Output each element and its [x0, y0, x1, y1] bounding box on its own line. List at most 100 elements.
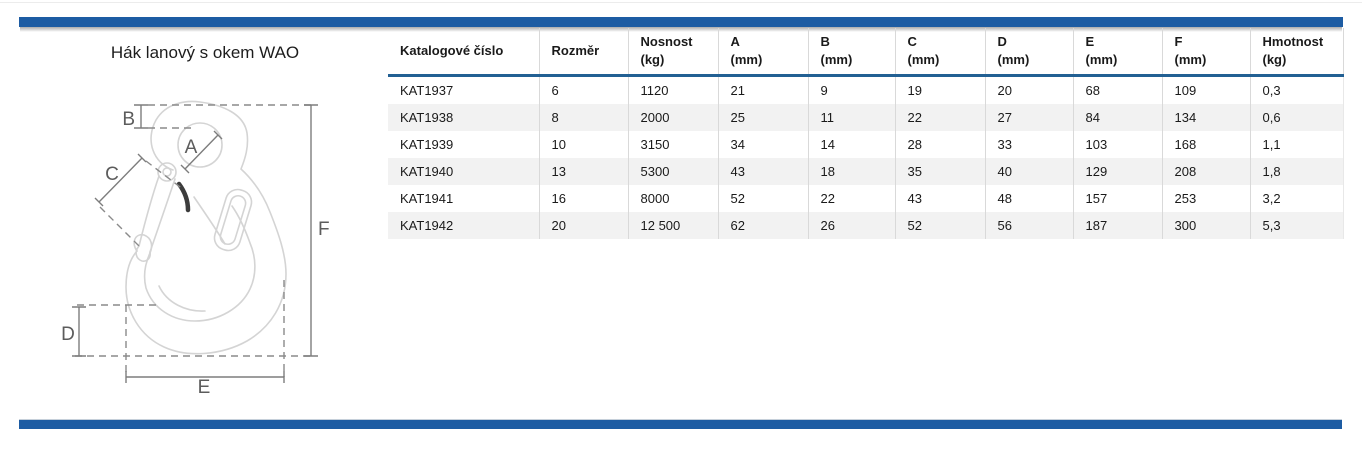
table-cell: 56 — [984, 212, 1073, 239]
table-cell: 13 — [538, 158, 628, 185]
table-cell: 109 — [1161, 75, 1250, 104]
table-cell: 52 — [894, 212, 985, 239]
table-cell: KAT1941 — [400, 191, 454, 206]
dim-c — [94, 153, 147, 207]
table-cell: KAT1942 — [400, 218, 454, 233]
table-cell: KAT1939 — [400, 137, 454, 152]
body-slot — [213, 188, 253, 252]
column-header-5: C (mm) — [894, 28, 985, 77]
column-header-8: F (mm) — [1161, 28, 1250, 77]
product-title: Hák lanový s okem WAO — [110, 43, 300, 62]
dim-d — [72, 306, 86, 357]
table-cell: 6 — [538, 75, 628, 104]
table-cell: 3150 — [627, 131, 718, 158]
table-cell: 22 — [894, 104, 985, 131]
dim-label-f: F — [318, 219, 330, 240]
dim-label-e: E — [198, 377, 211, 398]
spec-table: Katalogové číslo Rozměr Nosnost (kg) A (mm)… — [388, 28, 1344, 239]
table-cell: 208 — [1161, 158, 1250, 185]
table-cell: 20 — [984, 75, 1073, 104]
table-row: KAT1939 10 3150 34 14 28 33 103 168 1,1 — [388, 131, 1344, 158]
dim-a — [180, 130, 223, 174]
table-cell: 168 — [1161, 131, 1250, 158]
top-hairline — [0, 2, 1362, 3]
column-header-4: B (mm) — [807, 28, 895, 77]
table-cell: 35 — [894, 158, 985, 185]
column-header-1: Rozměr — [538, 28, 628, 77]
column-header-3: A (mm) — [717, 28, 808, 77]
table-cell: 28 — [894, 131, 985, 158]
table-cell: 19 — [894, 75, 985, 104]
table-cell: 68 — [1072, 75, 1162, 104]
table-cell: 52 — [717, 185, 808, 212]
table-cell: 103 — [1072, 131, 1162, 158]
table-cell: 11 — [807, 104, 895, 131]
table-cell: 34 — [717, 131, 808, 158]
column-header-2: Nosnost (kg) — [627, 28, 718, 77]
table-cell: 18 — [807, 158, 895, 185]
column-header-6: D (mm) — [984, 28, 1073, 77]
dim-b — [134, 104, 148, 129]
table-cell: 14 — [807, 131, 895, 158]
table-cell: 253 — [1161, 185, 1250, 212]
table-header-row: Katalogové číslo Rozměr Nosnost (kg) A (mm)… — [388, 28, 1344, 77]
table-cell: 20 — [538, 212, 628, 239]
table-cell: KAT1940 — [400, 164, 454, 179]
table-cell: KAT1937 — [400, 83, 454, 98]
table-cell: 25 — [717, 104, 808, 131]
table-row: KAT1942 20 12 500 62 26 52 56 187 300 5,3 — [388, 212, 1344, 239]
table-cell: 43 — [894, 185, 985, 212]
table-cell: 0,6 — [1249, 104, 1344, 131]
table-cell: 12 500 — [627, 212, 718, 239]
table-cell: 26 — [807, 212, 895, 239]
column-header-0: Katalogové číslo — [388, 28, 539, 77]
table-row: KAT1937 6 1120 21 9 19 20 68 109 0,3 — [388, 75, 1344, 104]
table-cell: 8 — [538, 104, 628, 131]
table-row: KAT1941 16 8000 52 22 43 48 157 253 3,2 — [388, 185, 1344, 212]
table-cell: KAT1938 — [400, 110, 454, 125]
top-bar — [19, 17, 1343, 32]
table-cell: 21 — [717, 75, 808, 104]
table-cell: 0,3 — [1249, 75, 1344, 104]
bottom-bar — [19, 419, 1342, 429]
table-cell: 27 — [984, 104, 1073, 131]
dim-label-c: C — [105, 164, 119, 185]
latch-spring-mark — [176, 181, 191, 213]
table-row: KAT1938 8 2000 25 11 22 27 84 134 0,6 — [388, 104, 1344, 131]
table-cell: 8000 — [627, 185, 718, 212]
table-cell: 48 — [984, 185, 1073, 212]
dim-label-b: B — [122, 109, 135, 130]
dimension-labels: A B C D E F — [61, 109, 329, 398]
table-cell: 3,2 — [1249, 185, 1344, 212]
table-cell: 33 — [984, 131, 1073, 158]
dim-f — [304, 104, 318, 357]
dim-label-d: D — [61, 324, 75, 345]
hook-outline — [125, 100, 287, 355]
table-cell: 1,8 — [1249, 158, 1344, 185]
table-cell: 129 — [1072, 158, 1162, 185]
dimension-lines — [72, 104, 318, 383]
table-cell: 10 — [538, 131, 628, 158]
table-cell: 2000 — [627, 104, 718, 131]
table-cell: 84 — [1072, 104, 1162, 131]
dim-label-a: A — [185, 137, 198, 158]
table-cell: 40 — [984, 158, 1073, 185]
table-cell: 22 — [807, 185, 895, 212]
table-cell: 16 — [538, 185, 628, 212]
eye-hole — [177, 122, 223, 168]
table-cell: 5300 — [627, 158, 718, 185]
hook-diagram: A B C D E F — [61, 100, 330, 398]
table-cell: 1,1 — [1249, 131, 1344, 158]
safety-latch — [135, 162, 191, 262]
table-cell: 1120 — [627, 75, 718, 104]
table-cell: 5,3 — [1249, 212, 1344, 239]
table-cell: 43 — [717, 158, 808, 185]
column-header-9: Hmotnost (kg) — [1249, 28, 1344, 77]
table-cell: 157 — [1072, 185, 1162, 212]
table-cell: 62 — [717, 212, 808, 239]
table-row: KAT1940 13 5300 43 18 35 40 129 208 1,8 — [388, 158, 1344, 185]
column-header-7: E (mm) — [1072, 28, 1162, 77]
table-cell: 9 — [807, 75, 895, 104]
table-cell: 300 — [1161, 212, 1250, 239]
dim-e — [125, 371, 285, 383]
